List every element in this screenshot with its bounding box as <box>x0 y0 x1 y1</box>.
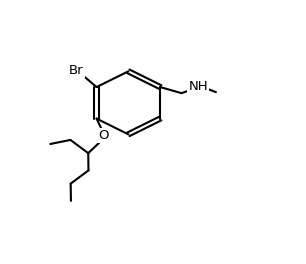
Text: Br: Br <box>69 64 84 77</box>
Text: O: O <box>99 129 109 142</box>
Text: NH: NH <box>188 79 208 93</box>
